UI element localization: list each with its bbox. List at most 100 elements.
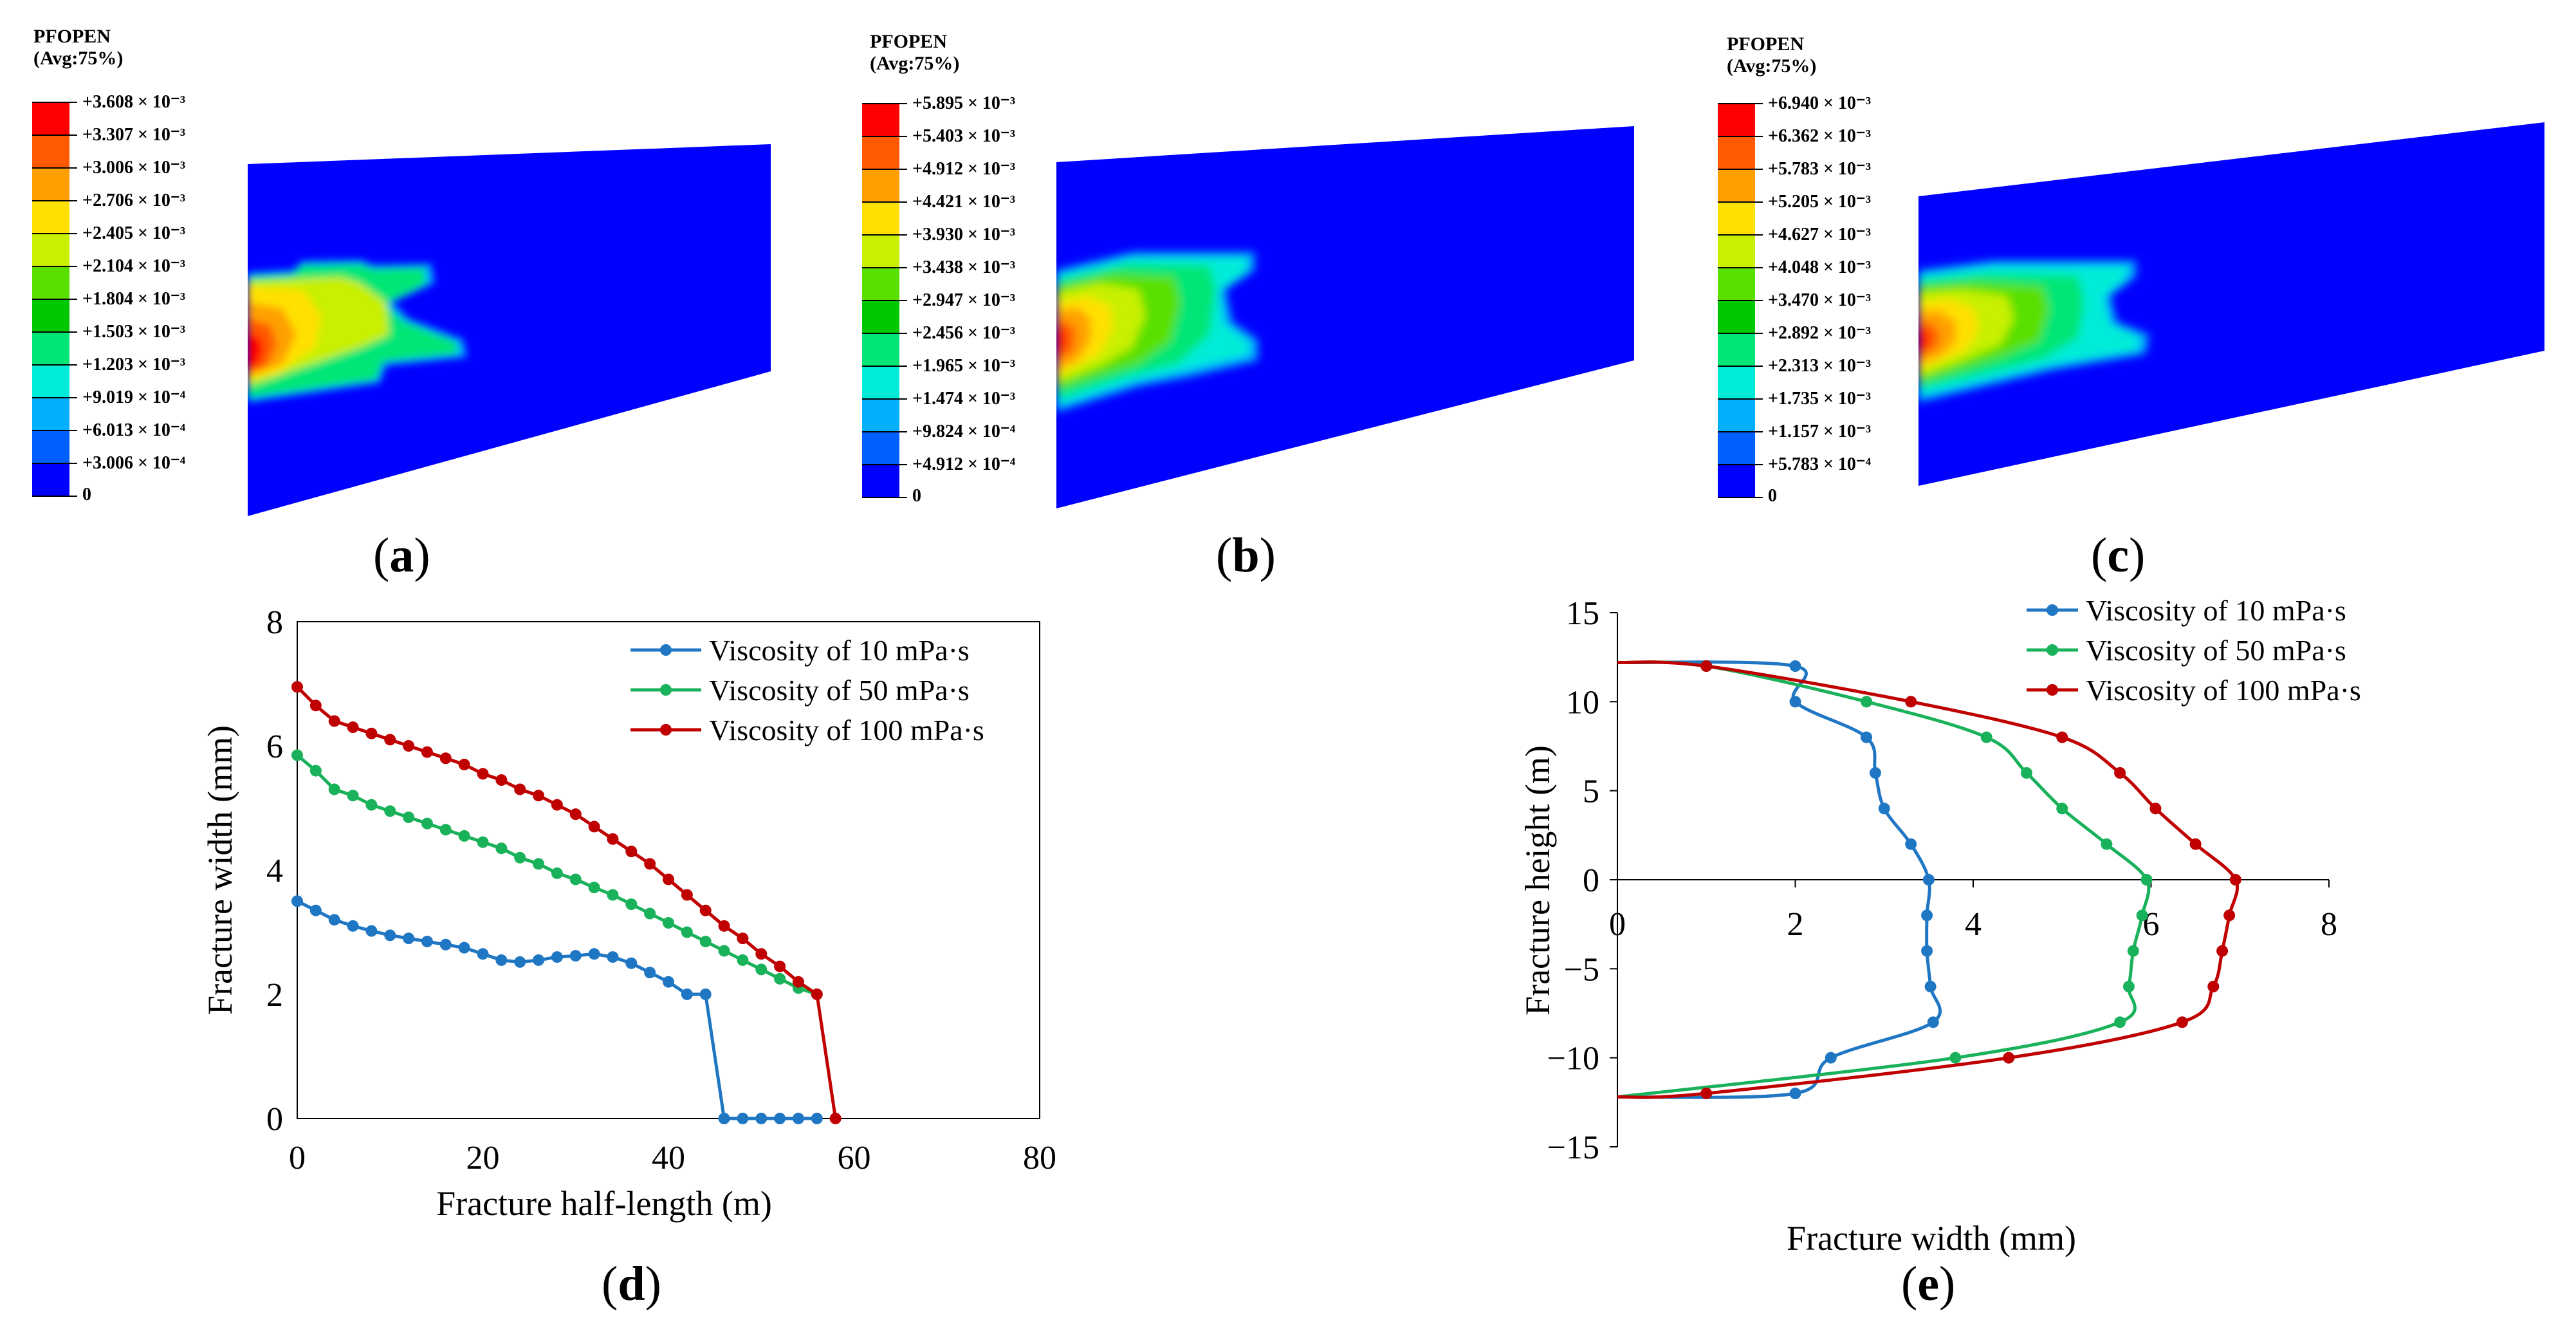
- color-scale-tick: [32, 299, 77, 300]
- color-scale-tick: [1718, 398, 1763, 400]
- color-scale-label: +3.930 × 10⁻³: [912, 225, 1016, 245]
- y-tick-label: 6: [266, 728, 283, 765]
- panel-label-e: (e): [1901, 1257, 1956, 1311]
- chart-panel-d: 0 20 40 60 80 0 2 4 6 8 Fracture half-length (m) Fr…: [0, 599, 1287, 1327]
- series-line-2: [296, 685, 838, 1119]
- color-scale-band: [32, 331, 69, 364]
- data-point-1: [477, 836, 489, 848]
- data-point-0: [569, 950, 582, 962]
- color-scale-tick: [32, 266, 77, 267]
- data-point-2: [588, 821, 600, 833]
- data-point-2: [755, 948, 768, 960]
- color-scale-band: [32, 430, 69, 463]
- color-scale-label: +6.362 × 10⁻³: [1768, 126, 1872, 146]
- color-scale-label: +3.307 × 10⁻³: [82, 125, 186, 145]
- data-point-2: [495, 774, 508, 786]
- color-scale-tick: [32, 102, 77, 103]
- color-scale-label: +3.608 × 10⁻³: [82, 92, 186, 112]
- color-scale-label: +2.104 × 10⁻³: [82, 256, 186, 276]
- data-point-1: [403, 811, 415, 823]
- data-point-1: [2140, 874, 2153, 886]
- color-scale-tick: [1718, 136, 1763, 137]
- data-point-0: [1789, 1088, 1801, 1099]
- color-scale-band: [32, 200, 69, 233]
- data-point-2: [2176, 1016, 2188, 1028]
- data-point-1: [2136, 909, 2148, 922]
- color-scale-band: [1718, 464, 1755, 497]
- color-scale-label: +5.783 × 10⁻⁴: [1768, 454, 1872, 474]
- data-point-0: [699, 988, 712, 1000]
- color-scale-label: +5.205 × 10⁻³: [1768, 192, 1872, 212]
- data-point-0: [384, 929, 396, 942]
- legend-label: Viscosity of 50 mPa·s: [2086, 634, 2346, 667]
- opening-contour: [1918, 261, 2149, 402]
- data-point-1: [2127, 945, 2139, 957]
- data-point-2: [774, 960, 786, 972]
- data-point-2: [681, 889, 693, 901]
- color-scale-tick: [32, 430, 77, 431]
- data-point-1: [514, 851, 526, 864]
- legend-label: Viscosity of 100 mPa·s: [709, 714, 984, 747]
- data-point-2: [625, 846, 638, 858]
- color-scale-tick: [1718, 333, 1763, 334]
- data-point-2: [2003, 1052, 2015, 1064]
- legend-label: Viscosity of 50 mPa·s: [709, 674, 970, 707]
- contour-panel-a: PFOPEN (Avg:75%) +3.608 × 10⁻³ +3.307 × 1…: [0, 0, 791, 599]
- data-point-1: [551, 867, 563, 879]
- data-point-2: [607, 833, 619, 845]
- data-point-2: [533, 790, 545, 802]
- data-point-2: [811, 988, 823, 1000]
- x-tick-label: 0: [1609, 906, 1626, 943]
- contour-panel-b: PFOPEN (Avg:75%) +5.895 × 10⁻³ +5.403 × 1…: [830, 0, 1666, 599]
- y-tick-label: −10: [1547, 1041, 1599, 1077]
- data-point-1: [347, 790, 359, 802]
- x-tick-label: 4: [1965, 906, 1982, 943]
- data-point-0: [681, 988, 693, 1000]
- data-point-2: [2216, 945, 2229, 957]
- fracture-contour-plot: [1056, 126, 1634, 508]
- data-point-0: [1905, 838, 1917, 850]
- color-scale-tick: [32, 200, 77, 201]
- data-point-0: [1878, 803, 1890, 815]
- data-point-1: [2056, 803, 2068, 815]
- color-scale-label: +3.470 × 10⁻³: [1768, 290, 1872, 310]
- color-scale-tick: [32, 463, 77, 464]
- data-point-1: [439, 824, 452, 836]
- y-tick-label: 8: [266, 604, 283, 641]
- data-point-2: [439, 752, 452, 765]
- color-scale-band: [32, 135, 69, 167]
- fracture-plane: [248, 144, 771, 516]
- color-scale-tick: [32, 364, 77, 366]
- contour-panel-c: PFOPEN (Avg:75%) +6.940 × 10⁻³ +6.362 × 1…: [1692, 0, 2576, 599]
- data-point-0: [495, 954, 508, 966]
- y-tick-label: 0: [266, 1101, 283, 1138]
- color-scale-tick: [862, 234, 907, 236]
- data-point-1: [588, 882, 600, 894]
- color-scale-band: [32, 167, 69, 200]
- color-scale-label: 0: [912, 486, 921, 506]
- color-scale-tick: [32, 135, 77, 136]
- data-point-0: [755, 1113, 768, 1124]
- data-point-0: [1927, 1016, 1939, 1028]
- color-scale-band: [862, 398, 899, 431]
- color-scale-tick: [862, 267, 907, 268]
- color-scale-band: [862, 136, 899, 169]
- data-point-0: [588, 948, 600, 960]
- data-point-1: [2114, 1016, 2126, 1028]
- x-tick-label: 60: [838, 1140, 871, 1176]
- color-scale-band: [1718, 333, 1755, 366]
- data-point-1: [384, 805, 396, 817]
- legend-marker: [660, 644, 672, 656]
- data-point-1: [718, 945, 730, 957]
- color-scale-band: [1718, 103, 1755, 136]
- data-point-0: [328, 914, 340, 926]
- color-scale-label: +5.895 × 10⁻³: [912, 93, 1016, 113]
- x-tick-label: 80: [1023, 1140, 1056, 1176]
- color-scale-label: +4.048 × 10⁻³: [1768, 257, 1872, 277]
- color-scale-tick: [862, 398, 907, 400]
- data-point-0: [514, 956, 526, 968]
- color-scale-band: [32, 463, 69, 496]
- data-point-0: [458, 942, 470, 954]
- data-point-2: [2056, 731, 2068, 743]
